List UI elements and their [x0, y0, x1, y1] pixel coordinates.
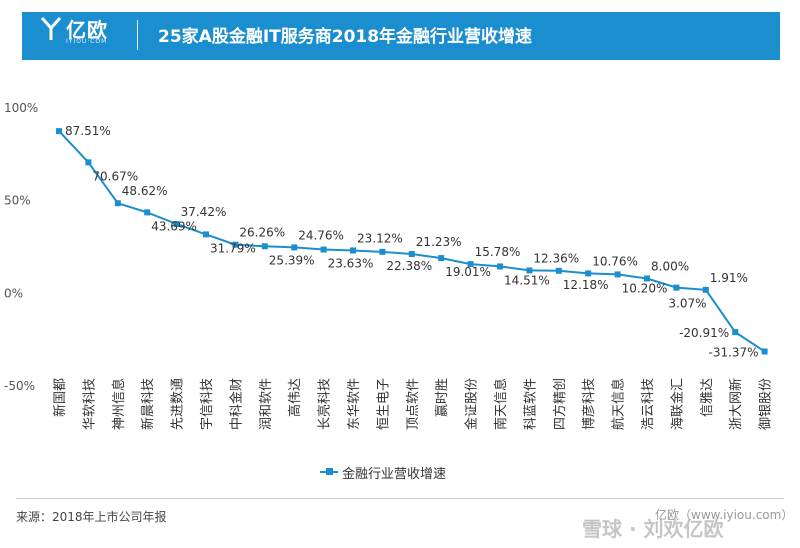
watermark: 雪球 · 刘欢亿欧: [582, 517, 724, 541]
data-label: 26.26%: [239, 226, 285, 240]
x-tick-label: 御银股份: [759, 378, 774, 430]
x-tick-label: 浩云科技: [641, 378, 656, 430]
data-point: [379, 248, 386, 255]
data-point: [702, 286, 709, 293]
data-label: 12.36%: [533, 251, 579, 265]
data-label: 23.63%: [328, 257, 374, 271]
x-tick-label: 四方精创: [552, 378, 568, 430]
data-point: [291, 244, 298, 251]
header: 亿欧 IYIOU·COM 25家A股金融IT服务商2018年金融行业营收增速: [0, 0, 800, 64]
data-point: [261, 243, 268, 250]
data-point: [497, 263, 503, 270]
data-label: 37.42%: [181, 205, 227, 219]
legend-line-icon: [320, 468, 338, 475]
data-label: -20.91%: [679, 326, 729, 340]
data-label: 8.00%: [651, 260, 689, 274]
y-tick-label: 50%: [4, 194, 31, 208]
data-label: -31.37%: [709, 345, 759, 359]
header-divider: [137, 20, 138, 50]
data-label: 14.51%: [504, 273, 550, 287]
data-label: 19.01%: [445, 265, 491, 279]
x-tick-label: 神州信息: [111, 378, 127, 430]
data-point: [56, 128, 62, 135]
x-tick-label: 航天信息: [611, 378, 627, 430]
data-point: [732, 329, 739, 336]
x-tick-label: 浙大网新: [728, 378, 744, 430]
credit-note: 亿欧（www.iyiou.com）: [655, 508, 794, 522]
x-tick-label: 长亮科技: [317, 378, 333, 430]
y-tick-label: 100%: [4, 101, 38, 115]
x-tick-label: 中科金财: [228, 378, 244, 430]
data-point: [644, 275, 650, 282]
data-point: [144, 209, 151, 216]
x-tick-label: 先进数通: [171, 378, 186, 430]
x-tick-label: 高伟达: [287, 378, 303, 417]
x-tick-label: 南天信息: [493, 378, 509, 430]
footer-divider: [16, 498, 784, 499]
data-label: 21.23%: [416, 235, 462, 249]
data-point: [761, 348, 768, 355]
data-point: [408, 250, 415, 257]
x-tick-label: 信雅达: [700, 378, 715, 417]
legend-label: 金融行业营收增速: [342, 466, 447, 482]
y-tick-label: 0%: [4, 286, 23, 300]
x-tick-label: 科蓝软件: [523, 378, 538, 430]
series-line: [58, 130, 766, 353]
data-point: [673, 284, 680, 291]
data-point: [232, 241, 239, 248]
data-label: 12.18%: [563, 278, 609, 292]
data-label: 23.12%: [357, 231, 403, 245]
data-label: 70.67%: [92, 169, 138, 183]
x-tick-label: 博彦科技: [581, 378, 597, 430]
x-tick-label: 宇信科技: [200, 378, 215, 430]
data-point: [173, 220, 180, 227]
logo-icon: [40, 16, 62, 40]
logo: 亿欧 IYIOU·COM: [40, 14, 130, 54]
data-label: 87.51%: [65, 124, 111, 138]
header-bar: [22, 12, 780, 60]
x-tick-label: 东华软件: [347, 378, 362, 430]
data-label: 24.76%: [298, 228, 344, 242]
page-title: 25家A股金融IT服务商2018年金融行业营收增速: [158, 27, 533, 47]
x-tick-label: 华软科技: [82, 378, 97, 430]
data-label: 43.69%: [151, 219, 197, 233]
x-tick-label: 顶点软件: [406, 378, 421, 430]
data-label: 1.91%: [710, 271, 748, 285]
data-point: [350, 247, 356, 254]
data-point: [614, 271, 621, 278]
data-label: 22.38%: [386, 259, 432, 273]
data-point: [85, 159, 92, 166]
data-point: [438, 255, 445, 262]
logo-text: 亿欧: [66, 18, 108, 42]
data-label: 25.39%: [269, 253, 315, 267]
chart-legend: 金融行业营收增速: [320, 462, 446, 482]
x-tick-label: 新国都: [52, 378, 68, 417]
data-label: 15.78%: [475, 245, 521, 259]
x-tick-label: 赢时胜: [434, 378, 450, 417]
logo-subtext: IYIOU·COM: [66, 38, 108, 45]
x-tick-label: 海联金汇: [669, 378, 685, 430]
x-tick-label: 金证股份: [464, 378, 480, 430]
data-label: 3.07%: [668, 297, 706, 311]
legend-marker-icon: [326, 468, 333, 475]
x-tick-label: 新晨科技: [140, 378, 156, 430]
data-point: [467, 261, 474, 268]
data-label: 10.76%: [592, 254, 638, 268]
data-label: 10.20%: [622, 281, 668, 295]
data-point: [585, 270, 592, 277]
data-point: [526, 267, 533, 274]
x-tick-label: 润和软件: [259, 378, 274, 430]
data-label: 31.79%: [210, 241, 256, 255]
source-note: 来源：2018年上市公司年报: [16, 510, 167, 524]
x-tick-label: 恒生电子: [376, 378, 391, 430]
y-tick-label: -50%: [4, 379, 35, 393]
data-point: [555, 267, 562, 274]
data-point: [320, 246, 327, 253]
data-label: 48.62%: [122, 184, 168, 198]
data-point: [114, 200, 121, 207]
data-point: [203, 231, 209, 238]
